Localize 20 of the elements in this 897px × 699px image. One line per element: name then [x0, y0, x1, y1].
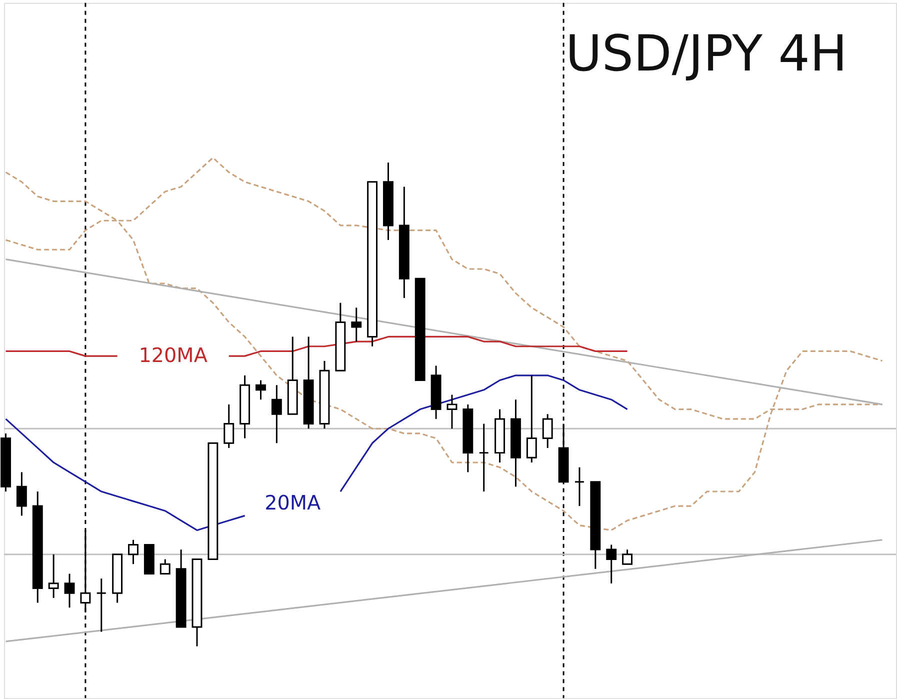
- series-label: 120MA: [138, 344, 208, 368]
- chart-title: USD/JPY 4H: [566, 24, 848, 83]
- candlestick: [542, 413, 553, 449]
- candlestick: [526, 374, 537, 464]
- candlestick: [224, 404, 234, 449]
- candlestick: [16, 471, 27, 516]
- candlestick: [256, 380, 266, 400]
- candlestick: [351, 306, 362, 342]
- candlestick: [96, 578, 107, 633]
- candlestick: [48, 554, 59, 599]
- candlestick: [64, 573, 75, 608]
- candlestick: [160, 558, 170, 574]
- candlestick: [606, 544, 617, 584]
- candlestick: [622, 548, 633, 565]
- series-label: 20MA: [264, 492, 322, 515]
- candlestick: [574, 466, 585, 507]
- candlestick: [446, 394, 458, 430]
- candlestick: [128, 539, 138, 565]
- candlestick: [478, 423, 490, 492]
- candlestick: [271, 384, 282, 444]
